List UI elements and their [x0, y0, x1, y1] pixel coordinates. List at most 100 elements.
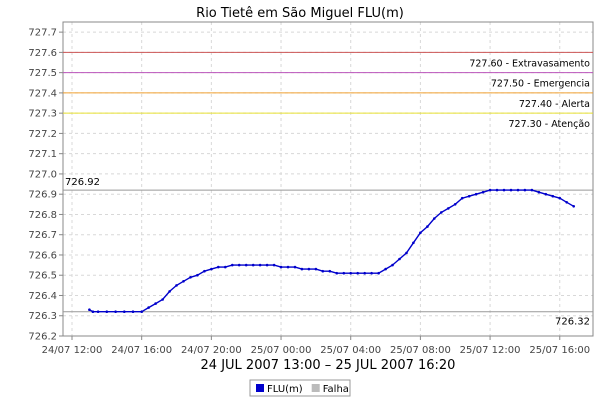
data-point: [258, 263, 262, 267]
y-tick-label: 727.5: [28, 68, 57, 79]
data-point: [565, 201, 568, 204]
data-point: [189, 276, 192, 279]
min-level-label: 726.32: [555, 317, 590, 328]
data-point: [328, 269, 332, 273]
x-tick-label: 25/07 16:00: [529, 345, 590, 356]
data-point: [210, 267, 213, 271]
data-point: [342, 271, 346, 275]
data-point: [405, 251, 408, 255]
y-tick-label: 726.5: [28, 271, 57, 282]
reference-lines: 727.60 - Extravasamento 727.50 - Emergenc…: [63, 51, 593, 328]
y-tick-label: 727.6: [28, 48, 57, 59]
y-tick-label: 726.2: [28, 332, 57, 343]
x-tick-label: 25/07 04:00: [320, 345, 381, 356]
data-point: [203, 269, 206, 273]
data-point: [467, 194, 471, 198]
data-point: [272, 263, 276, 267]
threshold-label: 727.60 - Extravasamento: [469, 58, 590, 69]
plot-area: [62, 21, 594, 337]
data-point: [523, 188, 527, 192]
x-tick-label: 25/07 00:00: [251, 345, 312, 356]
y-tick-label: 726.8: [28, 210, 57, 221]
data-point: [88, 308, 91, 312]
axes: 726.2 726.3 726.4 726.5 726.6 726.7 726.8 726.9…: [28, 28, 590, 356]
legend: FLU(m) Falha: [249, 379, 351, 397]
data-point: [196, 273, 199, 277]
data-point: [384, 267, 387, 271]
data-point: [224, 265, 227, 269]
series: [88, 188, 575, 314]
data-point: [460, 196, 464, 200]
data-point: [433, 217, 436, 220]
data-point: [182, 280, 185, 283]
data-point: [161, 298, 164, 301]
data-point: [105, 310, 109, 314]
data-point: [265, 263, 269, 267]
data-point: [175, 284, 178, 287]
y-tick-label: 727.3: [28, 109, 57, 120]
data-point: [321, 269, 325, 273]
threshold-label: 727.30 - Atenção: [509, 119, 591, 130]
data-point: [286, 265, 290, 269]
data-point: [377, 271, 380, 275]
y-tick-label: 726.9: [28, 190, 57, 201]
data-point: [488, 188, 492, 192]
y-tick-label: 726.4: [28, 291, 57, 302]
legend-swatch: [256, 384, 264, 392]
data-point: [516, 188, 520, 192]
data-point: [335, 271, 339, 275]
data-point: [530, 188, 534, 192]
y-tick-label: 727.0: [28, 169, 57, 180]
data-point: [440, 211, 443, 214]
data-point: [154, 302, 157, 305]
data-point: [537, 190, 541, 194]
data-point: [551, 194, 555, 198]
data-point: [251, 263, 255, 267]
legend-entry: FLU(m): [267, 384, 303, 395]
data-point: [509, 188, 513, 192]
data-point: [474, 192, 478, 196]
data-point: [419, 231, 422, 234]
y-tick-label: 727.4: [28, 88, 57, 99]
x-tick-label: 25/07 12:00: [460, 345, 521, 356]
data-point: [398, 257, 401, 261]
legend-swatch: [311, 384, 320, 392]
data-point: [481, 190, 485, 194]
x-tick-label: 25/07 08:00: [390, 345, 451, 356]
data-point: [293, 265, 297, 269]
data-point: [370, 271, 373, 275]
max-level-label: 726.92: [65, 177, 100, 188]
data-point: [356, 271, 360, 275]
data-point: [314, 267, 318, 271]
data-point: [140, 310, 143, 314]
data-point: [114, 310, 117, 314]
data-point: [147, 306, 150, 309]
data-point: [572, 205, 575, 208]
data-point: [544, 192, 548, 196]
y-tick-label: 726.7: [28, 230, 57, 241]
data-point: [502, 188, 506, 192]
y-tick-label: 726.3: [28, 311, 57, 322]
data-point: [279, 265, 283, 269]
data-point: [300, 267, 304, 271]
data-point: [96, 310, 100, 314]
data-point: [495, 188, 499, 192]
threshold-label: 727.50 - Emergencia: [491, 79, 590, 90]
threshold-label: 727.40 - Alerta: [519, 99, 590, 110]
data-point: [131, 310, 135, 314]
data-point: [363, 271, 367, 275]
y-tick-label: 727.2: [28, 129, 57, 140]
data-point: [307, 267, 311, 271]
data-point: [391, 263, 394, 267]
data-point: [558, 196, 562, 200]
legend-box: [249, 379, 351, 397]
data-point: [244, 263, 248, 267]
data-point: [426, 225, 429, 228]
legend-entry: Falha: [323, 384, 349, 395]
date-range-label: 24 JUL 2007 13:00 – 25 JUL 2007 16:20: [201, 358, 456, 373]
data-point: [168, 290, 171, 293]
data-point: [237, 263, 241, 267]
y-tick-label: 727.1: [28, 149, 57, 160]
data-point: [123, 310, 126, 314]
